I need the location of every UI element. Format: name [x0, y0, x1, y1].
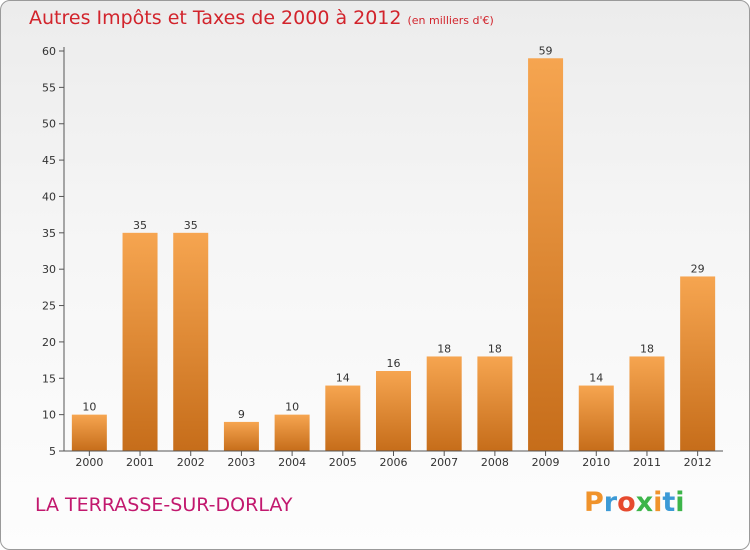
y-tick-label: 60 — [42, 45, 56, 58]
bar-value-label: 35 — [184, 219, 198, 232]
x-tick-label: 2009 — [532, 456, 560, 469]
chart-title: Autres Impôts et Taxes de 2000 à 2012 (en… — [29, 7, 494, 29]
logo-letter: i — [653, 487, 663, 518]
x-tick-label: 2008 — [481, 456, 509, 469]
x-tick-label: 2004 — [278, 456, 306, 469]
y-tick-label: 20 — [42, 336, 56, 349]
bar-2009 — [528, 58, 564, 451]
x-tick-label: 2003 — [227, 456, 255, 469]
chart-unit: (en milliers d'€) — [407, 14, 494, 27]
bar-value-label: 10 — [285, 401, 299, 414]
logo-letter: r — [603, 487, 618, 518]
bar-value-label: 29 — [691, 262, 705, 275]
x-tick-label: 2007 — [430, 456, 458, 469]
chart-title-text: Autres Impôts et Taxes de 2000 à 2012 — [29, 7, 402, 29]
bar-2003 — [223, 421, 259, 451]
bar-value-label: 10 — [82, 401, 96, 414]
logo-letter: x — [635, 487, 654, 518]
y-tick-label: 5 — [49, 445, 56, 458]
bar-value-label: 16 — [387, 357, 401, 370]
y-tick-label: 15 — [42, 372, 56, 385]
x-tick-label: 2005 — [329, 456, 357, 469]
bar-2007 — [426, 356, 462, 451]
bar-value-label: 18 — [437, 342, 451, 355]
x-tick-label: 2002 — [177, 456, 205, 469]
y-tick-label: 45 — [42, 154, 56, 167]
bar-value-label: 14 — [589, 372, 603, 385]
y-tick-label: 25 — [42, 300, 56, 313]
bar-2011 — [629, 356, 665, 451]
y-tick-label: 35 — [42, 227, 56, 240]
logo-letter: P — [584, 487, 604, 518]
bar-value-label: 14 — [336, 372, 350, 385]
proxiti-logo: Proxiti — [584, 487, 685, 518]
bar-2004 — [274, 414, 310, 451]
x-tick-label: 2000 — [75, 456, 103, 469]
bar-value-label: 9 — [238, 408, 245, 421]
bar-2006 — [376, 371, 411, 451]
x-tick-label: 2001 — [126, 456, 154, 469]
x-tick-label: 2010 — [582, 456, 610, 469]
x-tick-label: 2006 — [380, 456, 408, 469]
y-tick-label: 55 — [42, 81, 56, 94]
bar-value-label: 59 — [539, 44, 553, 57]
x-tick-label: 2012 — [684, 456, 712, 469]
y-tick-label: 40 — [42, 190, 56, 203]
bar-value-label: 35 — [133, 219, 147, 232]
bar-value-label: 18 — [640, 342, 654, 355]
bar-2012 — [680, 276, 716, 451]
y-tick-label: 30 — [42, 263, 56, 276]
commune-name: LA TERRASSE-SUR-DORLAY — [35, 494, 293, 516]
bar-2010 — [578, 385, 614, 451]
axes: 5 10 15 20 25 30 35 40 45 50 55 60 2000 2001 2002 2003 2… — [42, 45, 723, 469]
bar-series: 10 35 35 9 10 14 16 18 18 59 14 18 29 — [71, 44, 716, 451]
x-tick-label: 2011 — [633, 456, 661, 469]
y-tick-label: 50 — [42, 118, 56, 131]
y-tick-label: 10 — [42, 409, 56, 422]
logo-letter: t — [662, 487, 676, 518]
bar-value-label: 18 — [488, 342, 502, 355]
bar-2002 — [173, 232, 209, 451]
logo-letter: i — [675, 487, 685, 518]
logo-letter: o — [617, 487, 636, 518]
bar-2000 — [71, 414, 107, 451]
bar-2001 — [122, 232, 158, 451]
bar-2008 — [477, 356, 513, 451]
bar-2005 — [325, 385, 361, 451]
